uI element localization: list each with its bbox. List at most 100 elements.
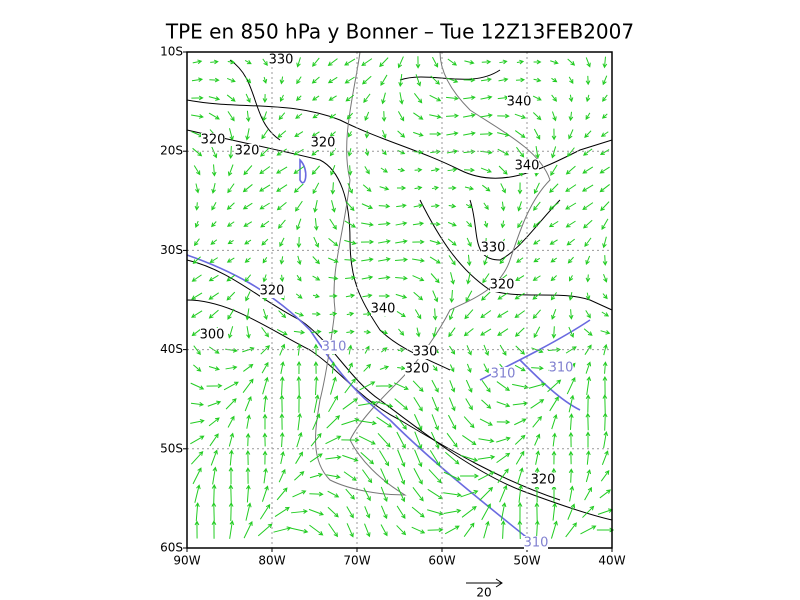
wind-vector <box>448 397 456 412</box>
wind-vector <box>228 466 234 485</box>
wind-vector <box>312 275 321 281</box>
wind-vector <box>279 394 285 413</box>
wind-vector <box>206 383 223 389</box>
lon-label: 70W <box>343 554 370 568</box>
wind-vector <box>274 506 290 517</box>
wind-vector <box>395 275 408 281</box>
contour-label: 330 <box>481 241 506 256</box>
wind-vector <box>466 272 471 285</box>
wind-vector <box>211 501 217 522</box>
wind-vector <box>568 394 575 413</box>
wind-vector <box>461 506 477 518</box>
wind-vector <box>477 454 496 460</box>
wind-vector <box>448 327 456 338</box>
wind-vector <box>430 221 441 227</box>
wind-vector <box>346 329 355 335</box>
contour-label: 320 <box>201 133 226 148</box>
wind-vector <box>463 131 476 136</box>
wind-vector <box>363 363 372 372</box>
wind-vector <box>257 523 273 537</box>
wind-vector <box>327 506 339 518</box>
wind-vector <box>308 508 324 516</box>
wind-vector <box>585 255 591 266</box>
wind-vector <box>245 308 250 321</box>
wind-vector <box>208 274 219 282</box>
wind-vector <box>568 292 574 301</box>
contour-label-bg <box>269 53 293 67</box>
wind-vector <box>342 398 359 410</box>
wind-vector <box>582 202 594 210</box>
wind-vector <box>279 274 285 283</box>
wind-vector <box>603 343 608 356</box>
wind-vector <box>229 520 235 539</box>
wind-vector <box>551 308 557 320</box>
wind-vector <box>212 466 218 485</box>
wind-vector <box>463 328 474 337</box>
wind-vector <box>447 221 457 227</box>
wind-vector <box>190 418 205 424</box>
wind-vector <box>466 220 473 228</box>
wind-vector <box>446 432 458 448</box>
wind-vector <box>517 201 522 212</box>
wind-vector <box>380 329 389 335</box>
wind-vector <box>293 166 304 174</box>
wind-vector <box>483 363 489 374</box>
wind-vector <box>382 129 387 139</box>
wind-vector <box>208 417 220 427</box>
wind-vector <box>293 148 304 156</box>
wind-vector <box>309 472 324 479</box>
wind-vector <box>398 73 403 87</box>
wind-vector <box>297 412 302 431</box>
wind-vector <box>345 275 356 281</box>
wind-vector <box>313 218 319 231</box>
wind-vector <box>378 275 391 281</box>
wind-vector <box>290 527 309 534</box>
wind-vector <box>518 484 523 503</box>
wind-vector <box>245 110 251 123</box>
wind-vector <box>190 401 205 407</box>
wind-vector <box>512 401 529 406</box>
wind-vector <box>327 490 340 498</box>
wind-vector <box>427 509 444 516</box>
wind-vector <box>262 257 268 264</box>
wind-vector <box>446 77 459 84</box>
wind-vector <box>346 523 354 538</box>
wind-vector <box>225 398 237 410</box>
wind-vector <box>532 95 542 101</box>
wind-vector <box>245 291 251 302</box>
wind-vector <box>260 345 271 355</box>
wind-vector <box>583 148 593 156</box>
wind-vector <box>535 146 540 159</box>
wind-vector <box>447 238 457 246</box>
wind-vector <box>227 326 234 339</box>
contour-label: 320 <box>490 278 515 293</box>
wind-vector <box>601 450 609 465</box>
wind-vector <box>295 218 302 231</box>
wind-vector <box>361 203 374 210</box>
contour-label: 320 <box>260 284 285 299</box>
wind-vector <box>498 77 509 83</box>
wind-vector <box>192 59 203 65</box>
wind-vector <box>244 59 252 65</box>
wind-vector <box>223 381 239 391</box>
wind-vector <box>413 131 424 137</box>
lat-label: 60S <box>160 541 183 555</box>
wind-vector <box>330 165 336 176</box>
wind-vector <box>344 257 357 263</box>
wind-vector <box>429 114 442 119</box>
wind-vector <box>427 488 444 500</box>
wind-vector <box>483 344 490 357</box>
wind-vector <box>345 293 356 299</box>
wind-vector <box>194 220 200 228</box>
wind-vector <box>193 364 202 372</box>
wind-vector <box>466 363 472 374</box>
wind-vector <box>261 361 269 374</box>
wind-vector <box>568 431 574 448</box>
wind-vector <box>551 77 558 83</box>
wind-vector <box>568 111 574 122</box>
wind-vector <box>463 416 475 429</box>
wind-vectors <box>190 56 615 540</box>
wind-vector <box>193 165 201 176</box>
wind-vector <box>227 415 235 428</box>
wind-vector <box>514 292 525 300</box>
